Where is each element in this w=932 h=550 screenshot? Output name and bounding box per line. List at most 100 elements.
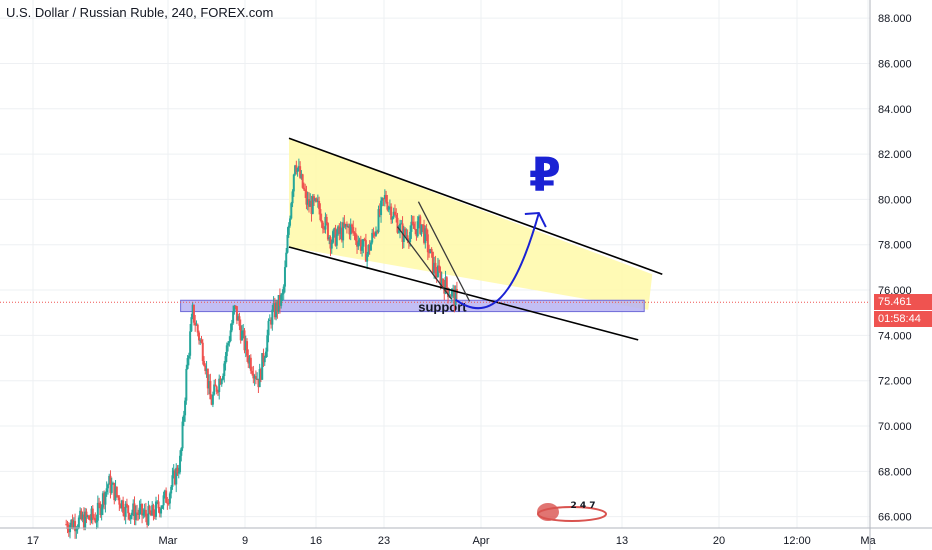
candle-body xyxy=(287,225,290,235)
candle-body xyxy=(359,239,362,251)
candle-body xyxy=(296,168,299,172)
candle-body xyxy=(410,221,413,232)
x-tick-label: 17 xyxy=(27,535,39,547)
candle-body xyxy=(90,508,93,520)
candle-body xyxy=(350,224,353,227)
candle-body xyxy=(383,194,386,200)
candle-body xyxy=(129,515,132,520)
candle-body xyxy=(387,207,390,210)
candle-body xyxy=(420,224,423,234)
candle-body xyxy=(246,341,249,356)
candle-body xyxy=(386,201,389,210)
x-tick-label: Ma xyxy=(860,535,876,547)
candle-body xyxy=(154,501,157,517)
candle-body xyxy=(205,368,208,371)
candle-body xyxy=(248,357,251,364)
candle-body xyxy=(376,231,379,233)
candle-body xyxy=(342,222,345,241)
ruble-symbol: ₽ xyxy=(529,147,561,201)
candle-body xyxy=(366,254,369,262)
candle-body xyxy=(301,174,304,188)
candle-body xyxy=(98,502,101,504)
candle-body xyxy=(208,381,211,389)
candle-body xyxy=(289,218,292,226)
candle-body xyxy=(201,342,204,361)
candle-body xyxy=(400,223,403,225)
candle-body xyxy=(232,311,235,324)
bar-countdown-label: 01:58:44 xyxy=(874,311,932,328)
candle-body xyxy=(209,381,212,400)
candle-body xyxy=(133,503,136,520)
x-tick-label: Apr xyxy=(472,535,489,547)
candle-body xyxy=(69,525,72,533)
candle-body xyxy=(396,217,399,233)
candle-body xyxy=(211,394,214,405)
candle-body xyxy=(286,234,289,253)
candle-body xyxy=(163,490,166,496)
candle-body xyxy=(343,222,346,227)
candle-body xyxy=(123,512,126,517)
candle-body xyxy=(195,324,198,326)
candle-body xyxy=(94,518,97,523)
candle-body xyxy=(302,187,305,190)
candle-body xyxy=(181,421,184,449)
candle-body xyxy=(196,324,199,333)
candle-body xyxy=(172,470,175,476)
candle-body xyxy=(417,216,420,222)
candle-body xyxy=(95,520,98,523)
candle-body xyxy=(128,513,131,520)
candle-body xyxy=(249,357,252,371)
candle-body xyxy=(162,495,165,506)
chart-title: U.S. Dollar / Russian Ruble, 240, FOREX.… xyxy=(6,5,274,20)
candle-body xyxy=(261,353,264,380)
candle-body xyxy=(321,222,324,229)
candle-body xyxy=(239,325,242,341)
candle-body xyxy=(242,330,245,332)
candle-body xyxy=(189,331,192,356)
candle-body xyxy=(224,356,227,364)
candle-body xyxy=(243,330,246,351)
candle-body xyxy=(277,295,280,312)
candle-body xyxy=(421,224,424,226)
candle-body xyxy=(429,249,432,254)
candle-body xyxy=(278,295,281,306)
candle-body xyxy=(333,228,336,232)
candle-body xyxy=(436,265,439,278)
y-tick-label: 66.000 xyxy=(878,512,912,524)
candle-body xyxy=(206,368,209,389)
candle-body xyxy=(371,232,374,243)
candle-body xyxy=(339,227,342,234)
candle-body xyxy=(165,490,168,503)
candle-body xyxy=(442,278,445,285)
candle-body xyxy=(337,226,340,235)
candle-body xyxy=(391,217,394,220)
trend-line xyxy=(396,226,453,300)
candle-body xyxy=(225,345,228,357)
candle-body xyxy=(256,378,259,380)
candle-body xyxy=(381,198,384,201)
candle-body xyxy=(185,368,188,401)
candle-body xyxy=(144,509,147,517)
candle-body xyxy=(326,223,329,240)
candle-body xyxy=(158,508,161,514)
x-tick-label: 13 xyxy=(616,535,628,547)
candle-body xyxy=(147,506,150,525)
candle-body xyxy=(203,360,206,366)
candle-body xyxy=(125,503,128,506)
candle-body xyxy=(392,211,395,218)
candle-body xyxy=(299,166,302,178)
trend-line xyxy=(288,246,639,341)
candle-body xyxy=(431,251,434,274)
candle-body xyxy=(267,320,270,336)
candle-body xyxy=(340,227,343,241)
candle-body xyxy=(180,448,183,456)
candle-body xyxy=(130,512,133,516)
candle-body xyxy=(405,235,408,237)
candle-body xyxy=(416,221,419,237)
y-tick-label: 86.000 xyxy=(878,58,912,70)
candle-body xyxy=(152,505,155,516)
candle-body xyxy=(184,400,187,416)
candle-body xyxy=(254,376,257,380)
candle-body xyxy=(328,237,331,240)
